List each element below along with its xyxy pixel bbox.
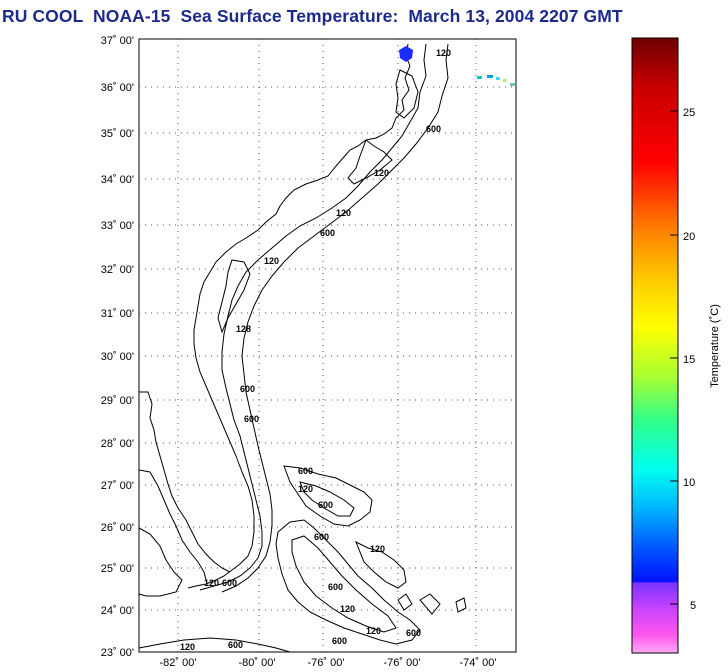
map-title: RU COOL NOAA-15 Sea Surface Temperature:… (2, 6, 623, 26)
contour-label: 120 (366, 626, 381, 636)
florida-west-coast (139, 391, 231, 573)
contour-label: 600 (298, 466, 313, 476)
contour-label: 120 (298, 484, 313, 494)
colorbar-tick: 15 (683, 354, 695, 366)
lat-label: 23˚ 00' (101, 647, 134, 659)
contour-label: 128 (236, 324, 251, 334)
contour-label: 120 (264, 256, 279, 266)
carolina-inner-shelf (347, 139, 393, 185)
lat-label: 25˚ 00' (101, 563, 134, 575)
contour-label: 600 (328, 582, 343, 592)
lon-label: -76˚ 00' (308, 657, 345, 669)
bahamas-bank-south (275, 519, 421, 645)
lat-label: 30˚ 00' (101, 351, 134, 363)
colorbar-tick: 25 (683, 107, 695, 119)
contour-label: 600 (314, 532, 329, 542)
longitude-labels: -82˚ 00' -80˚ 00' -76˚ 00' -76˚ 00' -74˚… (160, 657, 497, 669)
us-coastline (187, 43, 411, 589)
contour-label: 120 (374, 168, 389, 178)
colorbar-tick-labels: 25 20 15 10 5 (683, 107, 696, 612)
contour-label: 600 (332, 636, 347, 646)
sst-patch (510, 83, 515, 86)
lat-label: 24˚ 00' (101, 605, 134, 617)
lon-label: -76˚ 00' (384, 657, 421, 669)
lat-label: 31˚ 00' (101, 308, 134, 320)
lat-label: 33˚ 00' (101, 220, 134, 232)
pamlico-sound (395, 69, 419, 119)
sst-patch (477, 76, 482, 79)
contour-label: 600 (228, 640, 243, 650)
lat-label: 28˚ 00' (101, 438, 134, 450)
colorbar-label: Temperature (˚C) (709, 304, 721, 388)
colorbar-tick: 10 (683, 477, 695, 489)
isobath-600 (221, 43, 449, 593)
contour-label: 600 (320, 228, 335, 238)
lat-label: 34˚ 00' (101, 174, 134, 186)
lat-label: 36˚ 00' (101, 82, 134, 94)
contour-label: 120 (204, 578, 219, 588)
lon-label: -82˚ 00' (160, 657, 197, 669)
sst-patch (496, 77, 500, 80)
sst-cold-patch (399, 46, 413, 62)
contour-label: 120 (340, 604, 355, 614)
lat-label: 29˚ 00' (101, 395, 134, 407)
contour-label: 120 (336, 208, 351, 218)
gulf-shelf-contour (138, 527, 183, 597)
great-bahama-contour (355, 540, 407, 589)
contour-label: 120 (370, 544, 385, 554)
lat-label: 35˚ 00' (101, 128, 134, 140)
contour-label: 600 (406, 628, 421, 638)
lon-label: -74˚ 00' (460, 657, 497, 669)
lat-label: 27˚ 00' (101, 480, 134, 492)
contour-label: 600 (244, 414, 259, 424)
contour-label: 600 (426, 124, 441, 134)
georgia-inner-shelf (217, 259, 251, 334)
sst-patch (503, 79, 507, 82)
contour-labels: 120 600 120 120 600 120 128 600 600 120 … (180, 48, 451, 652)
colorbar-tick: 5 (690, 600, 696, 612)
lat-label: 37˚ 00' (101, 35, 134, 47)
isobath-120 (199, 43, 427, 591)
contour-label: 600 (318, 500, 333, 510)
bahamas-bank-south-inner (291, 535, 397, 633)
lon-label: -80˚ 00' (239, 657, 276, 669)
latitude-labels: 37˚ 00' 36˚ 00' 35˚ 00' 34˚ 00' 33˚ 00' … (101, 35, 134, 659)
colorbar (631, 37, 679, 654)
contour-label: 600 (222, 578, 237, 588)
coastline-contours (138, 43, 467, 653)
bahamas-bank-north (283, 465, 373, 527)
map-frame (138, 38, 517, 653)
bahamas-bank-inner (299, 481, 355, 517)
lat-label: 26˚ 00' (101, 522, 134, 534)
cuba-coast (138, 637, 291, 653)
colorbar-tick: 20 (683, 231, 695, 243)
sst-patch (487, 75, 493, 78)
contour-label: 120 (180, 642, 195, 652)
sst-data-patches (399, 46, 515, 86)
outer-islands (397, 593, 467, 615)
florida-gulf-contour (138, 469, 207, 581)
lat-label: 32˚ 00' (101, 264, 134, 276)
colorbar-ticks (670, 110, 678, 605)
contour-label: 600 (240, 384, 255, 394)
contour-label: 120 (436, 48, 451, 58)
